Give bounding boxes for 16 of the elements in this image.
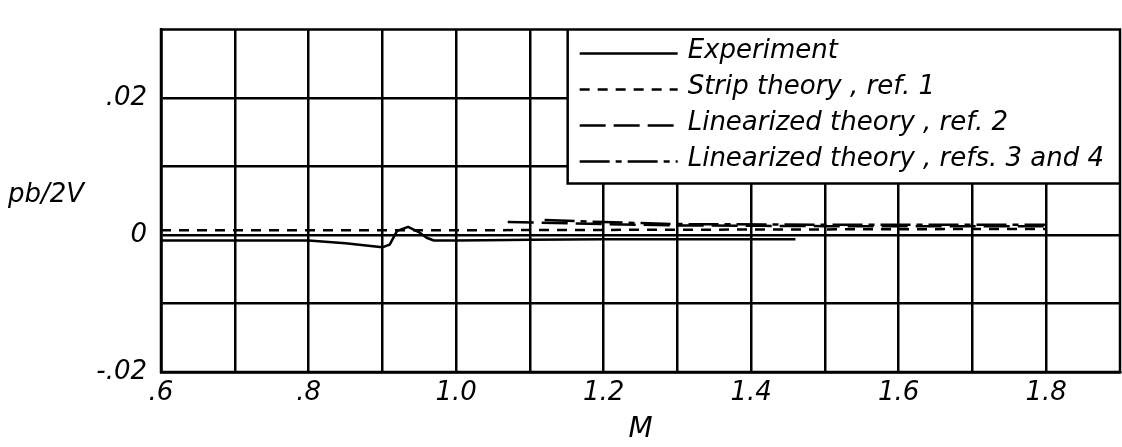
- y-axis-title: pb/2V: [7, 177, 87, 208]
- y-tick-label: -.02: [96, 354, 147, 385]
- x-tick-label: 1.6: [878, 376, 920, 407]
- x-axis-title: M: [628, 411, 653, 445]
- legend-label: Experiment: [687, 34, 839, 65]
- y-tick-label: 0: [130, 217, 147, 248]
- legend-label: Strip theory , ref. 1: [687, 70, 935, 101]
- x-tick-label: 1.4: [730, 376, 772, 407]
- x-tick-label: 1.0: [435, 376, 477, 407]
- x-tick-label: 1.8: [1025, 376, 1067, 407]
- y-tick-label: .02: [105, 80, 147, 111]
- legend-label: Linearized theory , ref. 2: [687, 106, 1009, 137]
- x-tick-label: .6: [148, 376, 174, 407]
- x-tick-label: .8: [296, 376, 321, 407]
- x-tick-label: 1.2: [582, 376, 625, 407]
- legend-label: Linearized theory , refs. 3 and 4: [687, 142, 1105, 173]
